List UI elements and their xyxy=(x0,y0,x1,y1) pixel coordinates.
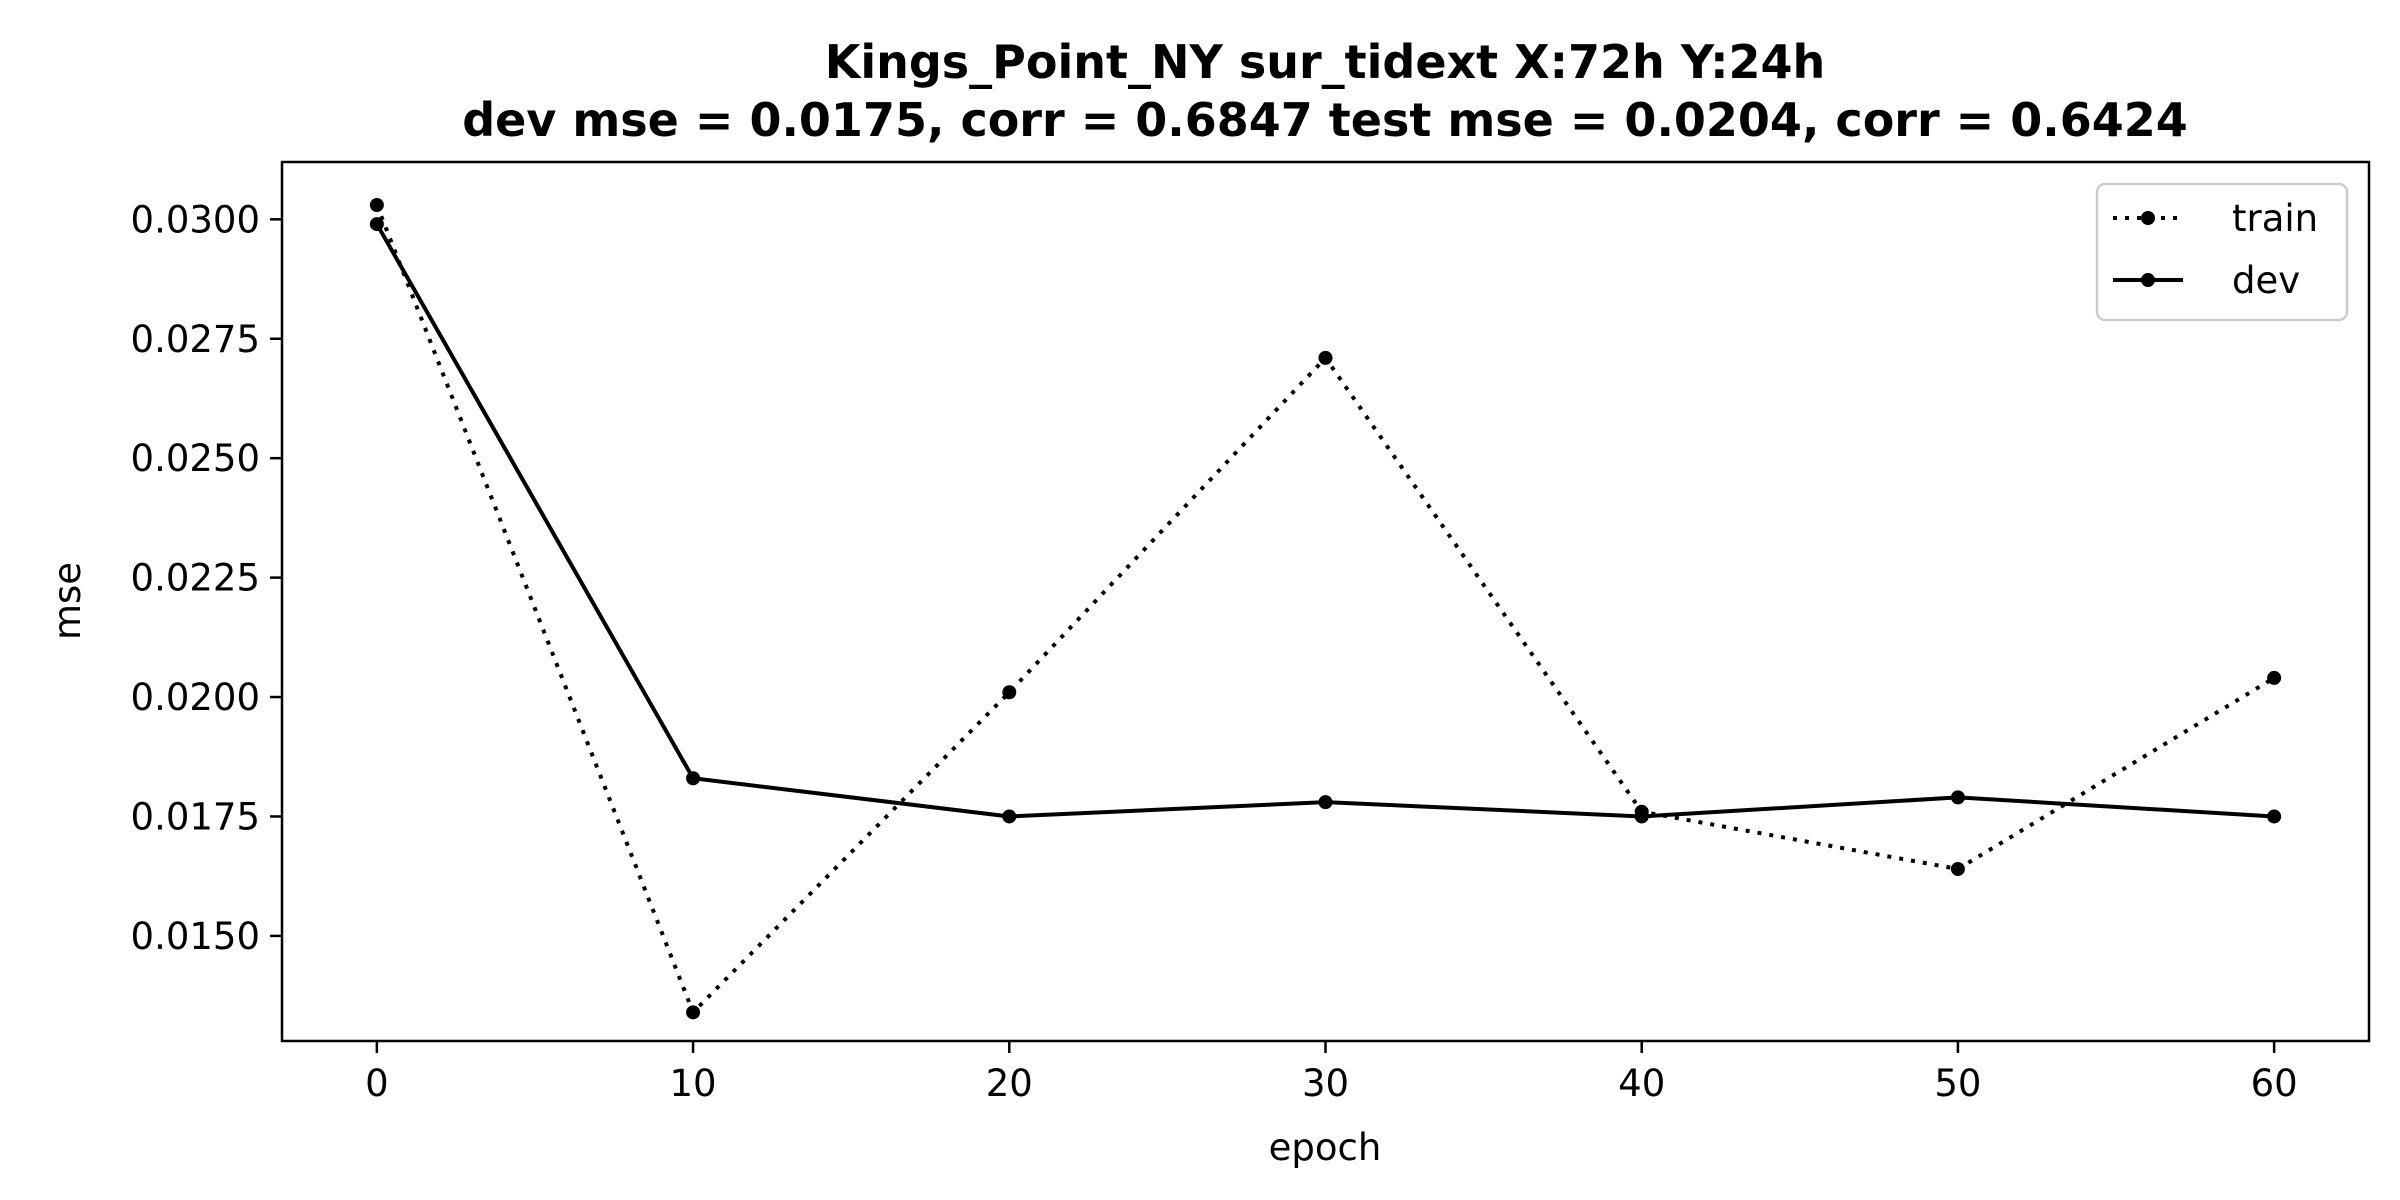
data-point-train xyxy=(1950,862,1965,877)
legend-box xyxy=(2095,182,2349,322)
data-point-train xyxy=(2267,670,2282,685)
x-tick-label: 50 xyxy=(1934,1062,1981,1105)
plot-frame xyxy=(280,160,2371,1043)
y-axis-label: mse xyxy=(46,562,89,640)
x-tick-label: 20 xyxy=(986,1062,1033,1105)
series-layer xyxy=(369,197,2282,1020)
x-axis-label: epoch xyxy=(1269,1126,1382,1169)
legend-marker-dev xyxy=(2141,273,2155,287)
series-line-dev xyxy=(375,223,2275,819)
series-line-train xyxy=(375,204,2276,1015)
x-tick-label: 60 xyxy=(2251,1062,2298,1105)
x-tick-label: 0 xyxy=(365,1062,389,1105)
data-point-dev xyxy=(1950,790,1965,805)
y-axis-ticks: 0.0150 0.0175 0.0200 0.0225 0.0250 0.0275 0.03… xyxy=(131,198,282,958)
data-point-train xyxy=(1002,685,1017,700)
data-point-dev xyxy=(369,217,384,232)
y-tick-label: 0.0225 xyxy=(131,557,260,600)
y-tick-label: 0.0150 xyxy=(131,915,260,958)
y-tick-label: 0.0275 xyxy=(131,318,260,361)
legend-label-train: train xyxy=(2232,197,2318,240)
data-point-dev xyxy=(1634,809,1649,824)
x-tick-label: 30 xyxy=(1302,1062,1349,1105)
data-point-dev xyxy=(1002,809,1017,824)
chart-title-line1: Kings_Point_NY sur_tidext X:72h Y:24h xyxy=(825,35,1826,89)
data-point-train xyxy=(686,1005,701,1020)
y-tick-label: 0.0175 xyxy=(131,795,260,838)
x-tick-label: 10 xyxy=(670,1062,717,1105)
chart-title-line2: dev mse = 0.0175, corr = 0.6847 test mse… xyxy=(462,93,2188,147)
data-point-dev xyxy=(686,771,701,786)
y-tick-label: 0.0300 xyxy=(131,198,260,241)
data-point-train xyxy=(1318,350,1333,365)
legend-marker-train xyxy=(2141,211,2155,225)
data-point-dev xyxy=(2267,809,2282,824)
x-axis-ticks: 0 10 20 30 40 50 60 xyxy=(365,1041,2298,1105)
y-tick-label: 0.0200 xyxy=(131,676,260,719)
legend-label-dev: dev xyxy=(2232,259,2300,302)
legend: train dev xyxy=(2095,182,2349,322)
data-point-train xyxy=(369,197,384,212)
y-tick-label: 0.0250 xyxy=(131,437,260,480)
data-point-dev xyxy=(1318,795,1333,810)
x-tick-label: 40 xyxy=(1618,1062,1665,1105)
